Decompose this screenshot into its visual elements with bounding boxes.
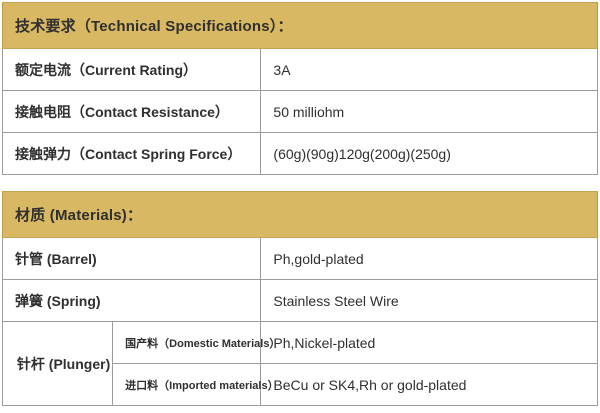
materials-header-cell: 材质 (Materials)： [2,191,598,238]
imported-materials-value: BeCu or SK4,Rh or gold-plated [260,363,598,406]
imported-materials-label: 进口料（Imported materials） [112,363,279,406]
table-row: 接触弹力（Contact Spring Force） (60g)(90g)120… [1,132,598,175]
domestic-materials-label: 国产料（Domestic Materials） [112,321,280,364]
technical-specifications-table: 技术要求（Technical Specifications）： 额定电流（Cur… [1,2,598,175]
current-rating-value: 3A [260,48,598,91]
materials-header-row: 材质 (Materials)： [2,191,598,238]
contact-spring-force-label: 接触弹力（Contact Spring Force） [1,132,262,175]
contact-resistance-label: 接触电阻（Contact Resistance） [1,90,262,133]
technical-specifications-header-cell: 技术要求（Technical Specifications）： [2,2,598,49]
domestic-materials-value: Ph,Nickel-plated [260,321,598,364]
barrel-value: Ph,gold-plated [260,237,598,280]
materials-header-text: 材质 (Materials)： [15,207,143,224]
spring-value: Stainless Steel Wire [260,279,598,322]
table-row: 额定电流（Current Rating） 3A [1,48,598,91]
table-row: 针杆 (Plunger) 国产料（Domestic Materials） Ph,… [1,321,598,406]
spring-label: 弹簧 (Spring) [1,279,262,322]
contact-spring-force-value: (60g)(90g)120g(200g)(250g) [260,132,598,175]
technical-specifications-header-text: 技术要求（Technical Specifications）： [15,18,293,35]
technical-specifications-header-row: 技术要求（Technical Specifications）： [2,2,598,49]
table-row: 进口料（Imported materials） BeCu or SK4,Rh o… [3,363,598,406]
table-row: 接触电阻（Contact Resistance） 50 milliohm [1,90,598,133]
table-row: 针管 (Barrel) Ph,gold-plated [1,237,598,280]
materials-table: 材质 (Materials)： 针管 (Barrel) Ph,gold-plat… [1,191,598,406]
contact-resistance-value: 50 milliohm [260,90,598,133]
plunger-label: 针杆 (Plunger) [1,321,114,406]
barrel-label: 针管 (Barrel) [1,237,262,280]
current-rating-label: 额定电流（Current Rating） [1,48,262,91]
table-row: 弹簧 (Spring) Stainless Steel Wire [1,279,598,322]
